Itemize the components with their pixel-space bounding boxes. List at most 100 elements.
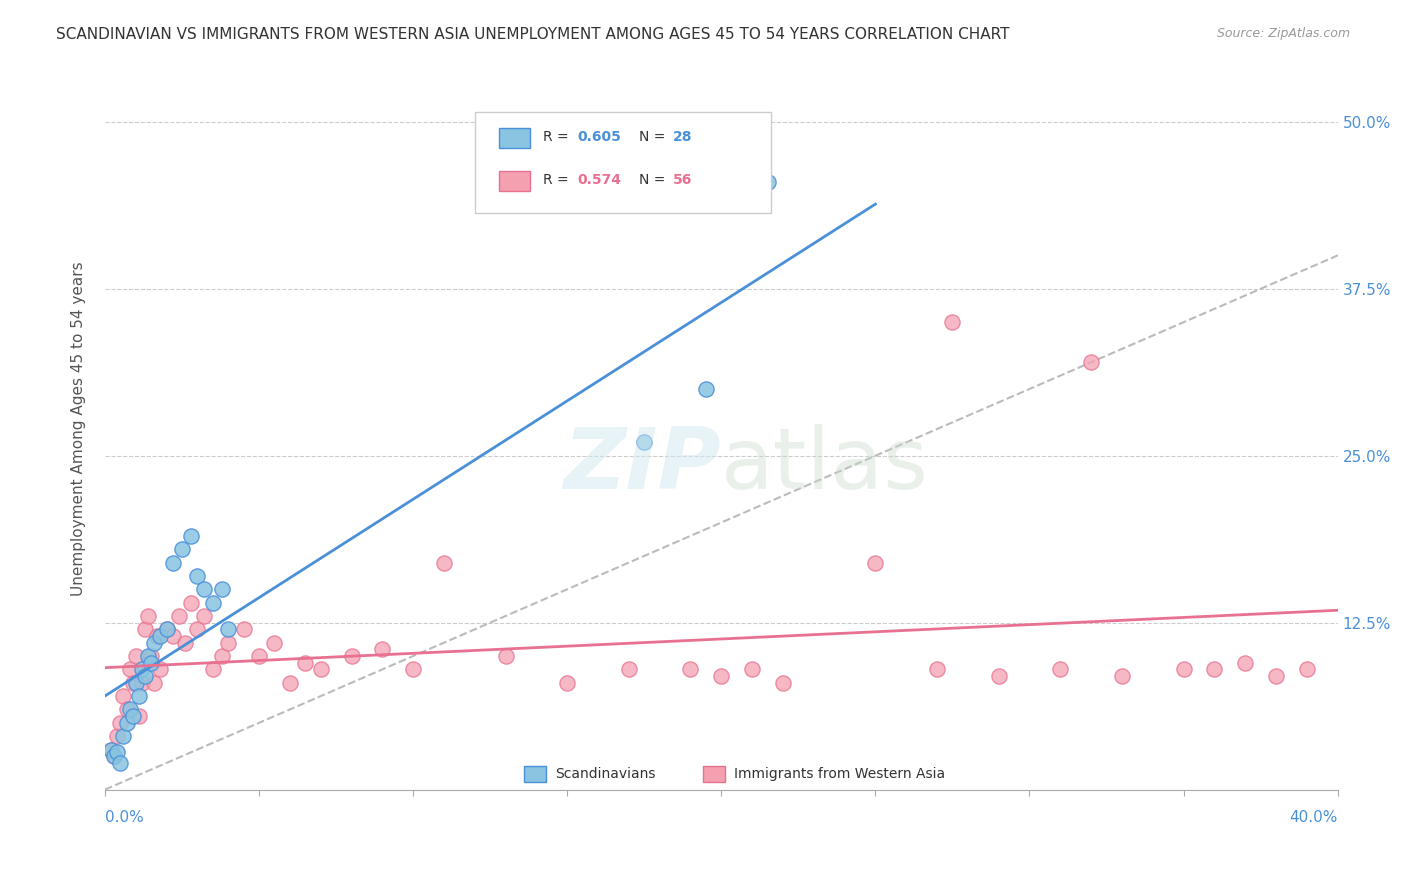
Text: SCANDINAVIAN VS IMMIGRANTS FROM WESTERN ASIA UNEMPLOYMENT AMONG AGES 45 TO 54 YE: SCANDINAVIAN VS IMMIGRANTS FROM WESTERN … — [56, 27, 1010, 42]
Point — [1234, 656, 1257, 670]
Point — [633, 435, 655, 450]
Point — [100, 742, 122, 756]
Point — [555, 675, 578, 690]
Point — [865, 556, 887, 570]
Text: N =: N = — [638, 130, 669, 144]
Point — [1295, 662, 1317, 676]
Text: 0.605: 0.605 — [576, 130, 621, 144]
Point — [1049, 662, 1071, 676]
Text: 0.574: 0.574 — [576, 173, 621, 187]
Point — [186, 623, 208, 637]
Point — [193, 609, 215, 624]
Point — [136, 648, 159, 663]
Point — [125, 648, 148, 663]
Point — [340, 648, 363, 663]
Bar — [524, 766, 547, 782]
Y-axis label: Unemployment Among Ages 45 to 54 years: Unemployment Among Ages 45 to 54 years — [72, 261, 86, 597]
Point — [162, 556, 184, 570]
Point — [118, 662, 141, 676]
Text: 28: 28 — [673, 130, 693, 144]
FancyBboxPatch shape — [475, 112, 770, 212]
Text: R =: R = — [543, 173, 572, 187]
Text: 0.0%: 0.0% — [105, 810, 143, 825]
Point — [110, 715, 132, 730]
Point — [1080, 355, 1102, 369]
Point — [134, 623, 156, 637]
Bar — [499, 128, 530, 148]
Text: 40.0%: 40.0% — [1289, 810, 1337, 825]
Point — [149, 629, 172, 643]
Point — [1173, 662, 1195, 676]
Point — [136, 609, 159, 624]
Point — [100, 742, 122, 756]
Bar — [499, 171, 530, 191]
Point — [201, 596, 224, 610]
Point — [232, 623, 254, 637]
Point — [170, 542, 193, 557]
Point — [131, 662, 153, 676]
Point — [211, 648, 233, 663]
Point — [1265, 669, 1288, 683]
Point — [695, 382, 717, 396]
Point — [141, 656, 163, 670]
Point — [162, 629, 184, 643]
Point — [103, 749, 125, 764]
Point — [263, 636, 285, 650]
Point — [309, 662, 332, 676]
Point — [156, 623, 179, 637]
Point — [110, 756, 132, 770]
Point — [143, 675, 166, 690]
Point — [146, 629, 169, 643]
Point — [103, 749, 125, 764]
Text: Scandinavians: Scandinavians — [555, 767, 655, 780]
Text: ZIP: ZIP — [564, 424, 721, 507]
Point — [294, 656, 316, 670]
Point — [128, 689, 150, 703]
Text: N =: N = — [638, 173, 669, 187]
Point — [143, 636, 166, 650]
Point — [1204, 662, 1226, 676]
Point — [941, 315, 963, 329]
Point — [128, 709, 150, 723]
Point — [1111, 669, 1133, 683]
Point — [679, 662, 702, 676]
Point — [134, 669, 156, 683]
Point — [402, 662, 425, 676]
Point — [141, 648, 163, 663]
Point — [710, 669, 733, 683]
Point — [131, 675, 153, 690]
Point — [112, 689, 135, 703]
Point — [105, 729, 128, 743]
Point — [201, 662, 224, 676]
Point — [167, 609, 190, 624]
Point — [174, 636, 197, 650]
Point — [112, 729, 135, 743]
Bar — [703, 766, 725, 782]
Point — [118, 702, 141, 716]
Text: Source: ZipAtlas.com: Source: ZipAtlas.com — [1216, 27, 1350, 40]
Point — [105, 745, 128, 759]
Text: atlas: atlas — [721, 424, 929, 507]
Point — [756, 175, 779, 189]
Point — [217, 636, 239, 650]
Point — [121, 675, 143, 690]
Point — [247, 648, 270, 663]
Point — [211, 582, 233, 597]
Point — [125, 675, 148, 690]
Point — [193, 582, 215, 597]
Point — [121, 709, 143, 723]
Point — [772, 675, 794, 690]
Text: Immigrants from Western Asia: Immigrants from Western Asia — [734, 767, 945, 780]
Point — [149, 662, 172, 676]
Point — [433, 556, 456, 570]
Point — [925, 662, 948, 676]
Point — [495, 648, 517, 663]
Point — [186, 569, 208, 583]
Point — [115, 702, 138, 716]
Point — [217, 623, 239, 637]
Text: 56: 56 — [673, 173, 693, 187]
Point — [180, 529, 202, 543]
Text: R =: R = — [543, 130, 572, 144]
Point — [115, 715, 138, 730]
Point — [741, 662, 763, 676]
